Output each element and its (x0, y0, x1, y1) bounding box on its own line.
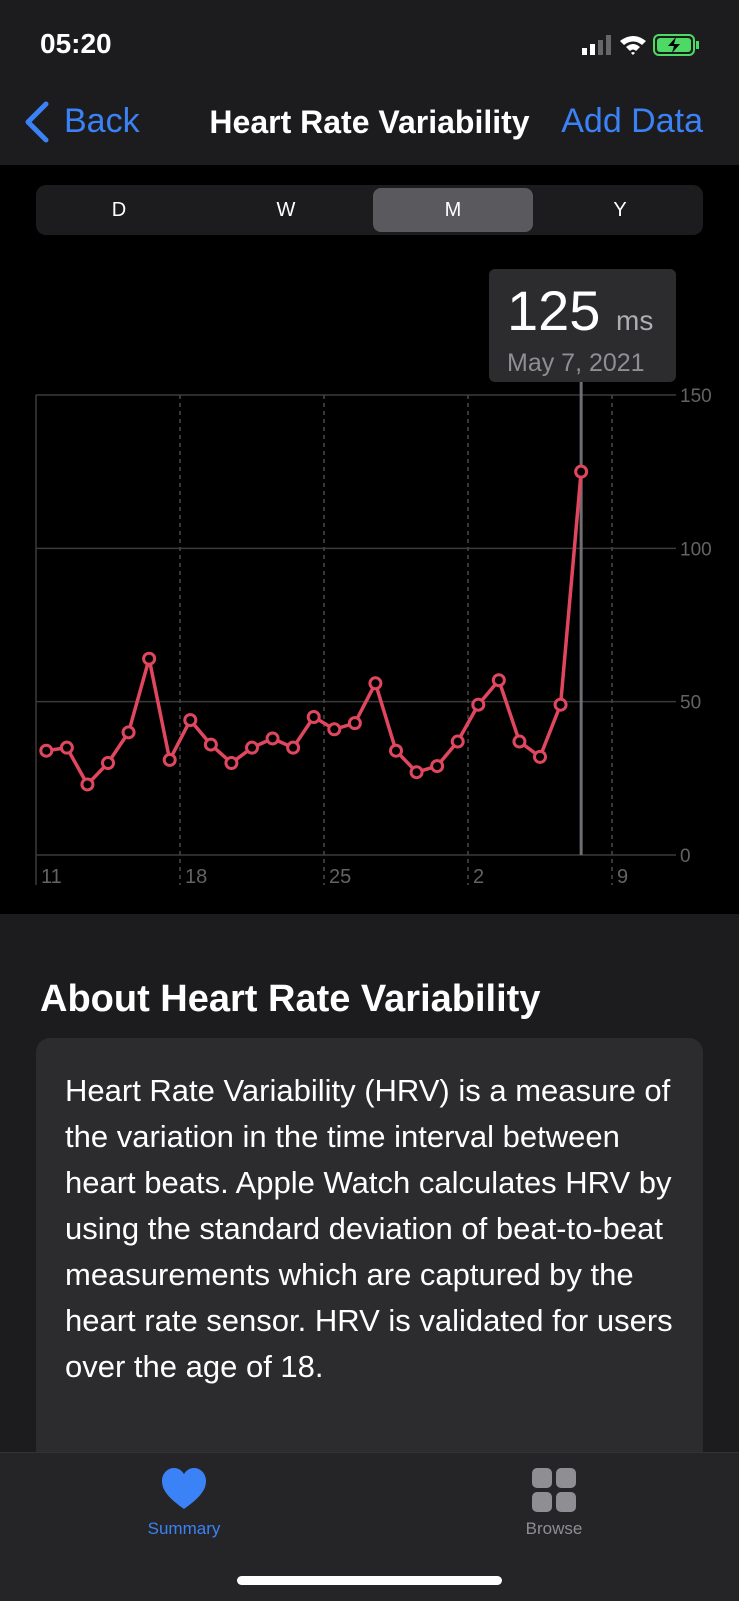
data-point (265, 731, 280, 746)
data-point (491, 673, 506, 688)
x-tick-label: 9 (617, 866, 628, 888)
nav-title: Heart Rate Variability (209, 104, 530, 140)
data-point (347, 716, 362, 731)
y-tick-label: 100 (680, 539, 712, 560)
home-indicator (237, 1576, 502, 1585)
back-chevron[interactable] (22, 100, 52, 144)
x-tick-label: 2 (473, 866, 484, 888)
back-button[interactable]: Back (64, 102, 140, 140)
data-point (368, 676, 383, 691)
status-time: 05:20 (40, 28, 112, 59)
tooltip-value: 125 (507, 279, 600, 342)
data-point (430, 759, 445, 774)
data-point (574, 464, 589, 479)
summary-icon[interactable] (160, 1467, 208, 1511)
segment[interactable]: M (373, 188, 533, 232)
x-tick-label: 25 (329, 866, 351, 888)
data-point (553, 697, 568, 712)
tooltip-date: May 7, 2021 (507, 349, 645, 377)
about-card: Heart Rate Variability (HRV) is a measur… (36, 1038, 703, 1468)
data-point (450, 734, 465, 749)
chart: 0 50 100 150 11 18 25 2 9 125 ms May 7, 2021 (35, 269, 712, 888)
tab-summary[interactable]: Summary (147, 1519, 221, 1538)
data-point (389, 743, 403, 758)
about-text: Heart Rate Variability (HRV) is a measur… (65, 1073, 673, 1384)
y-tick-label: 150 (680, 386, 712, 407)
x-tick-label: 18 (185, 866, 207, 888)
data-point (101, 756, 115, 770)
data-point (39, 743, 54, 758)
data-point (142, 651, 157, 666)
x-tick-label: 11 (41, 866, 62, 888)
y-tick-label: 50 (680, 693, 701, 714)
data-point (121, 725, 136, 740)
segment[interactable]: W (276, 199, 296, 221)
data-point (203, 737, 218, 752)
segment[interactable]: Y (613, 199, 627, 221)
data-point (409, 765, 424, 780)
tab-browse[interactable]: Browse (525, 1519, 583, 1538)
data-point (59, 740, 74, 755)
segment[interactable]: D (111, 199, 127, 221)
y-tick-label: 0 (680, 846, 691, 867)
data-point (80, 777, 95, 792)
tooltip-box (489, 269, 676, 382)
data-point (471, 697, 486, 712)
tooltip-unit: ms (616, 305, 653, 336)
status-icons (582, 34, 699, 56)
add-data-button[interactable]: Add Data (561, 102, 703, 140)
data-point (512, 734, 527, 749)
section-heading: About Heart Rate Variability (40, 978, 541, 1020)
data-point (533, 749, 547, 764)
browse-icon[interactable] (531, 1467, 577, 1513)
data-point (327, 722, 342, 737)
data-point (162, 752, 177, 767)
data-point (224, 756, 239, 770)
data-point (286, 740, 301, 755)
data-point (306, 710, 321, 724)
data-point (183, 713, 198, 728)
data-point (245, 740, 259, 755)
